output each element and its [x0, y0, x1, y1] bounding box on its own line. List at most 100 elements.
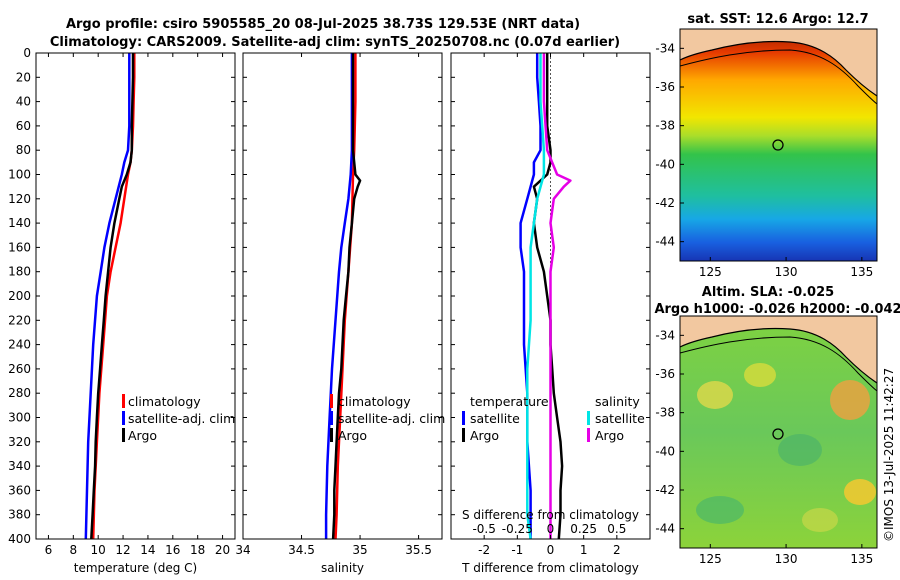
map-y-tick-label: -38 [655, 119, 675, 133]
x-tick-label: 1 [580, 543, 588, 557]
legend-title-temperature: temperature [470, 394, 549, 409]
argo-position-marker [772, 428, 784, 440]
x-tick-label: 14 [140, 543, 155, 557]
map-x-tick-label: 130 [775, 265, 798, 279]
sla-anomaly [778, 434, 822, 466]
y-tick-label: 60 [16, 119, 31, 133]
y-tick-label: 240 [8, 338, 31, 352]
y-tick-label: 260 [8, 362, 31, 376]
difference-panel: -2 -1 0 1 2 T difference from climatology S di… [450, 52, 651, 575]
y-tick-label: 360 [8, 483, 31, 497]
secondary-x-tick-label: -0.25 [502, 522, 533, 536]
legend-swatch-argo [330, 428, 333, 442]
plot-area [36, 53, 235, 539]
map-x-tick-label: 125 [699, 552, 722, 566]
map-x-tick-label: 135 [850, 265, 873, 279]
secondary-x-tick-label: 0 [547, 522, 555, 536]
legend-swatch-sal-argo [587, 428, 590, 442]
x-tick-label: 16 [165, 543, 180, 557]
y-tick-label: 300 [8, 411, 31, 425]
y-tick-label: 20 [16, 70, 31, 84]
sla-anomaly [844, 479, 876, 505]
salinity-legend: climatology satellite-adj. clim Argo [330, 394, 445, 443]
sla-anomaly [744, 363, 776, 387]
x-tick-label: -1 [511, 543, 523, 557]
sla-map-ticks: 125 130 135 -34 -36 -38 -40 -42 -44 [655, 328, 873, 566]
series-line-argo [331, 53, 362, 540]
series-line-salinity-argo [542, 53, 572, 539]
sst-map [680, 29, 877, 261]
plot-area [243, 53, 442, 539]
legend-swatch-temp-satellite [462, 411, 465, 425]
series-line-argo [90, 53, 135, 540]
x-tick-label: 12 [115, 543, 130, 557]
depth-contour [680, 49, 877, 105]
sla-map-frame [679, 315, 878, 549]
legend-swatch-climatology [330, 394, 333, 408]
y-tick-label: 120 [8, 192, 31, 206]
figure-title-line1: Argo profile: csiro 5905585_20 08-Jul-20… [66, 17, 580, 32]
legend-swatch-argo [122, 428, 125, 442]
x-tick-label: 10 [91, 543, 106, 557]
map-x-tick-label: 125 [699, 265, 722, 279]
legend-swatch-satellite [330, 411, 333, 425]
y-tick-label: 80 [16, 143, 31, 157]
y-tick-label: 220 [8, 313, 31, 327]
y-tick-label: 400 [8, 532, 31, 546]
series-line-temperature-argo [532, 53, 564, 540]
sla-anomaly [697, 381, 733, 409]
secondary-x-tick-label: 0.25 [570, 522, 597, 536]
sla-map-subtitle: Argo h1000: -0.026 h2000: -0.042 [654, 302, 900, 317]
legend-label-temp-argo: Argo [470, 428, 499, 443]
legend-swatch-temp-argo [462, 428, 465, 442]
y-tick-label: 280 [8, 386, 31, 400]
sst-map-frame [679, 28, 878, 262]
sst-map-title: sat. SST: 12.6 Argo: 12.7 [687, 12, 868, 27]
sla-map [680, 316, 877, 548]
y-tick-label: 40 [16, 95, 31, 109]
y-tick-label: 320 [8, 435, 31, 449]
imos-watermark: ©IMOS 13-Jul-2025 11:42:27 [882, 368, 896, 542]
y-tick-label: 380 [8, 508, 31, 522]
sla-anomaly [696, 496, 744, 524]
map-y-tick-label: -42 [655, 196, 675, 210]
sla-anomaly [802, 508, 838, 532]
legend-swatch-satellite [122, 411, 125, 425]
map-y-tick-label: -36 [655, 367, 675, 381]
legend-label-argo: Argo [338, 428, 367, 443]
sst-map-ticks: 125 130 135 -34 -36 -38 -40 -42 -44 [655, 41, 873, 279]
secondary-x-tick-label: -0.5 [472, 522, 495, 536]
map-x-tick-label: 130 [775, 552, 798, 566]
coastline [680, 40, 877, 97]
map-x-tick-label: 135 [850, 552, 873, 566]
y-tick-label: 200 [8, 289, 31, 303]
legend-label-climatology: climatology [128, 394, 201, 409]
legend-title-salinity: salinity [595, 394, 640, 409]
x-axis-label: salinity [321, 561, 364, 575]
y-tick-label: 180 [8, 265, 31, 279]
x-tick-label: 18 [190, 543, 205, 557]
x-tick-label: -2 [478, 543, 490, 557]
legend-swatch-climatology [122, 394, 125, 408]
legend-swatch-sal-satellite [587, 411, 590, 425]
argo-position-marker [772, 139, 784, 151]
x-tick-label: 8 [69, 543, 77, 557]
y-tick-label: 160 [8, 240, 31, 254]
sla-map-title: Altim. SLA: -0.025 [702, 285, 834, 300]
legend-label-satellite: satellite-adj. clim [338, 411, 445, 426]
depth-contour [680, 336, 877, 392]
legend-label-argo: Argo [128, 428, 157, 443]
x-axis-label: T difference from climatology [461, 561, 639, 575]
figure-title-line2: Climatology: CARS2009. Satellite-adj cli… [50, 35, 620, 50]
series-line-salinity-satellite [526, 53, 546, 540]
legend-label-sal-argo: Argo [595, 428, 624, 443]
x-tick-label: 34 [235, 543, 250, 557]
x-tick-label: 20 [215, 543, 230, 557]
y-tick-label: 140 [8, 216, 31, 230]
x-tick-label: 34.5 [288, 543, 315, 557]
map-y-tick-label: -38 [655, 406, 675, 420]
salinity-panel: 34 34.5 35 35.5 salinity [235, 52, 443, 575]
series-line-satellite-adj-clim [324, 53, 354, 539]
map-y-tick-label: -40 [655, 444, 675, 458]
